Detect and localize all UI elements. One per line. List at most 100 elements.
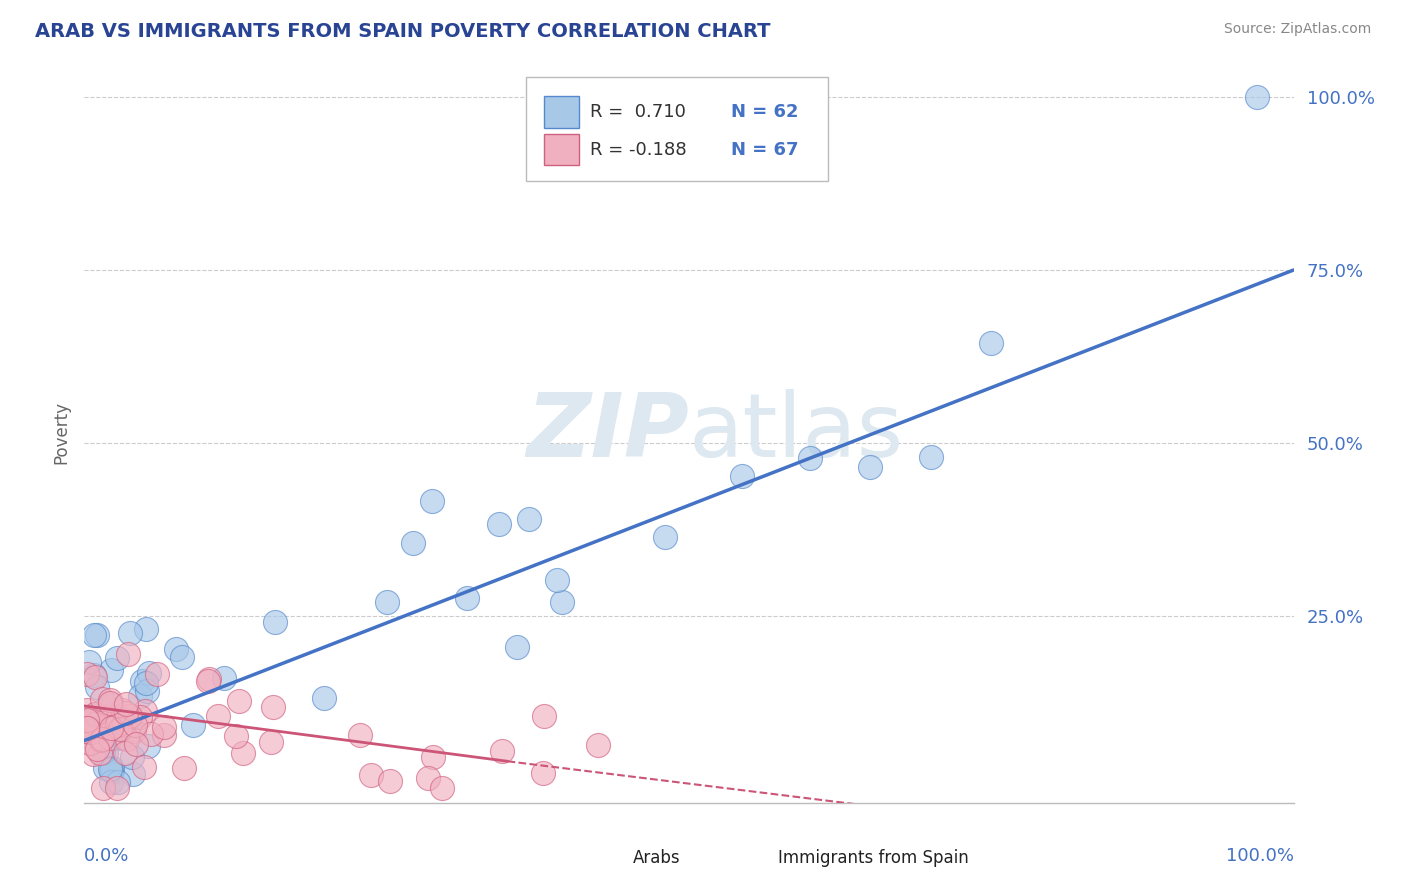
Point	[98, 712, 121, 726]
Point	[114, 746, 136, 760]
Point	[76, 713, 98, 727]
Point	[122, 724, 145, 739]
Point	[128, 710, 150, 724]
Point	[75, 723, 97, 738]
Point	[79, 736, 101, 750]
Point	[173, 761, 195, 775]
Point	[586, 739, 609, 753]
Point	[232, 746, 254, 760]
Point	[86, 742, 108, 756]
Point	[76, 724, 98, 739]
Point	[98, 693, 121, 707]
Point	[84, 707, 107, 722]
Point	[312, 691, 335, 706]
Point	[138, 666, 160, 681]
Point	[107, 781, 129, 796]
Text: 0.0%: 0.0%	[84, 847, 129, 865]
Point	[110, 731, 132, 745]
Point	[375, 594, 398, 608]
Point	[100, 721, 122, 735]
Point	[181, 718, 204, 732]
Point	[98, 763, 121, 777]
Text: ZIP: ZIP	[526, 389, 689, 476]
Point	[105, 651, 128, 665]
Point	[165, 641, 187, 656]
Point	[491, 744, 513, 758]
Point	[121, 750, 143, 764]
Point	[97, 711, 120, 725]
Point	[129, 690, 152, 704]
Point	[152, 720, 174, 734]
Point	[76, 722, 98, 736]
Point	[100, 775, 122, 789]
Text: N = 62: N = 62	[731, 103, 799, 121]
Point	[546, 573, 568, 587]
Point	[416, 771, 439, 785]
Point	[422, 750, 444, 764]
Point	[105, 715, 128, 730]
Point	[112, 717, 135, 731]
Point	[430, 781, 453, 796]
Point	[146, 666, 169, 681]
Point	[110, 722, 132, 736]
Point	[506, 640, 529, 655]
Point	[79, 716, 101, 731]
Text: atlas: atlas	[689, 389, 904, 476]
Point	[225, 729, 247, 743]
Point	[112, 712, 135, 726]
Point	[83, 668, 105, 682]
Text: N = 67: N = 67	[731, 141, 799, 159]
Point	[228, 694, 250, 708]
Point	[197, 673, 219, 687]
Point	[349, 728, 371, 742]
Point	[264, 615, 287, 629]
FancyBboxPatch shape	[544, 96, 579, 128]
Point	[139, 727, 162, 741]
Point	[82, 747, 104, 762]
Point	[118, 626, 141, 640]
Point	[97, 710, 120, 724]
Point	[859, 460, 882, 475]
Point	[91, 704, 114, 718]
Point	[551, 595, 574, 609]
Point	[90, 709, 112, 723]
Point	[115, 706, 138, 721]
Point	[402, 536, 425, 550]
Point	[77, 722, 100, 736]
Text: R = -0.188: R = -0.188	[589, 141, 686, 159]
Point	[135, 675, 157, 690]
Point	[456, 591, 478, 605]
Point	[799, 450, 821, 465]
FancyBboxPatch shape	[589, 846, 621, 871]
Point	[100, 764, 122, 778]
Point	[135, 684, 157, 698]
Y-axis label: Poverty: Poverty	[52, 401, 70, 464]
Text: ARAB VS IMMIGRANTS FROM SPAIN POVERTY CORRELATION CHART: ARAB VS IMMIGRANTS FROM SPAIN POVERTY CO…	[35, 22, 770, 41]
Point	[80, 725, 103, 739]
Point	[76, 703, 98, 717]
Point	[131, 673, 153, 688]
Point	[124, 718, 146, 732]
Point	[91, 781, 114, 796]
Point	[89, 747, 111, 761]
Point	[90, 732, 112, 747]
Point	[93, 761, 115, 775]
Point	[135, 623, 157, 637]
FancyBboxPatch shape	[735, 846, 766, 871]
Point	[83, 717, 105, 731]
Point	[115, 732, 138, 747]
Point	[360, 768, 382, 782]
Point	[125, 737, 148, 751]
Point	[101, 712, 124, 726]
Point	[107, 775, 129, 789]
Point	[90, 730, 112, 744]
Point	[98, 731, 121, 746]
Point	[90, 691, 112, 706]
Point	[86, 628, 108, 642]
Text: Arabs: Arabs	[633, 849, 681, 867]
Point	[76, 667, 98, 681]
Point	[90, 732, 112, 747]
Point	[212, 671, 235, 685]
Point	[121, 723, 143, 737]
Point	[122, 766, 145, 780]
